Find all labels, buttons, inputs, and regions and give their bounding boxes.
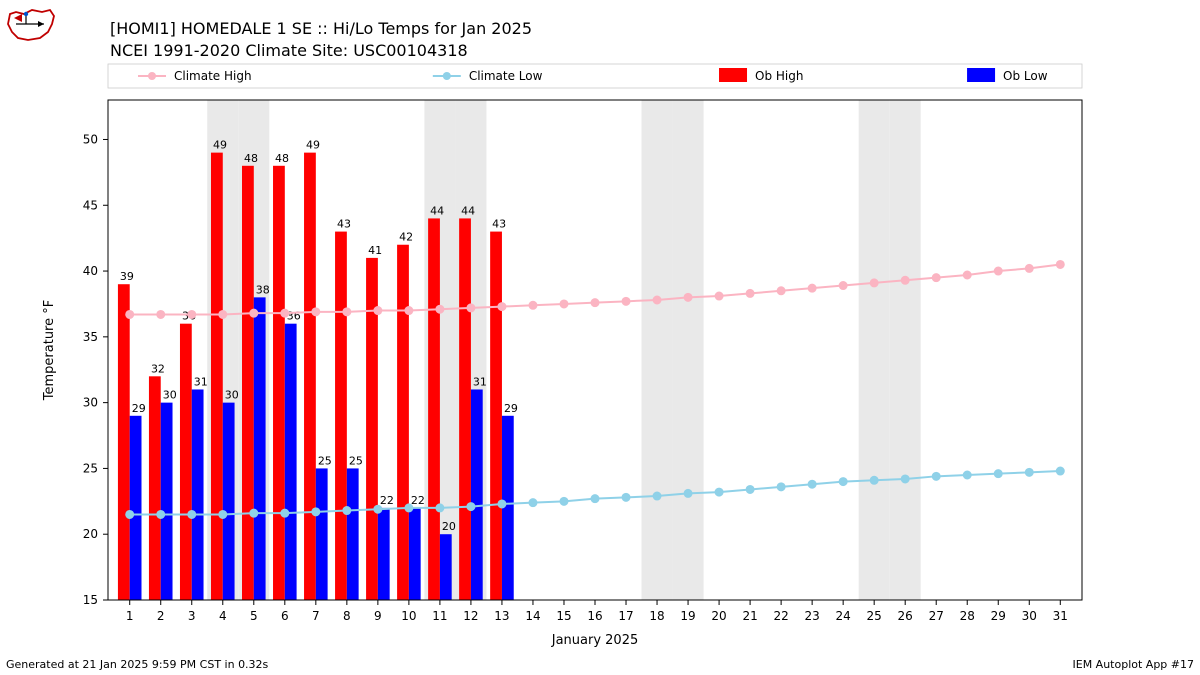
svg-text:10: 10	[401, 609, 416, 623]
svg-text:Ob Low: Ob Low	[1003, 69, 1048, 83]
svg-text:[HOMI1] HOMEDALE 1 SE :: Hi/Lo: [HOMI1] HOMEDALE 1 SE :: Hi/Lo Temps for…	[110, 19, 532, 38]
svg-text:25: 25	[318, 454, 332, 467]
svg-text:31: 31	[194, 375, 208, 388]
svg-text:41: 41	[368, 244, 382, 257]
svg-text:25: 25	[83, 461, 98, 475]
svg-text:40: 40	[83, 264, 98, 278]
svg-text:20: 20	[83, 527, 98, 541]
svg-text:31: 31	[473, 375, 487, 388]
svg-text:Climate Low: Climate Low	[469, 69, 543, 83]
svg-text:17: 17	[618, 609, 633, 623]
svg-text:15: 15	[556, 609, 571, 623]
svg-text:20: 20	[711, 609, 726, 623]
svg-text:43: 43	[337, 218, 351, 231]
svg-text:9: 9	[374, 609, 382, 623]
svg-text:3: 3	[188, 609, 196, 623]
svg-text:Climate High: Climate High	[174, 69, 252, 83]
svg-text:1: 1	[126, 609, 134, 623]
svg-text:29: 29	[504, 402, 518, 415]
svg-text:18: 18	[649, 609, 664, 623]
svg-text:22: 22	[411, 494, 425, 507]
footer-app: IEM Autoplot App #17	[1073, 658, 1195, 671]
svg-text:6: 6	[281, 609, 289, 623]
svg-text:5: 5	[250, 609, 258, 623]
svg-text:29: 29	[132, 402, 146, 415]
svg-text:7: 7	[312, 609, 320, 623]
temperature-chart: [HOMI1] HOMEDALE 1 SE :: Hi/Lo Temps for…	[0, 0, 1200, 675]
svg-text:12: 12	[463, 609, 478, 623]
svg-text:4: 4	[219, 609, 227, 623]
svg-text:30: 30	[163, 389, 177, 402]
svg-text:Temperature °F: Temperature °F	[42, 300, 57, 401]
svg-text:January 2025: January 2025	[551, 633, 639, 648]
svg-text:49: 49	[213, 139, 227, 152]
svg-text:25: 25	[349, 454, 363, 467]
svg-text:2: 2	[157, 609, 165, 623]
svg-text:38: 38	[256, 283, 270, 296]
svg-text:31: 31	[1053, 609, 1068, 623]
svg-text:8: 8	[343, 609, 351, 623]
svg-text:15: 15	[83, 593, 98, 607]
footer-generated: Generated at 21 Jan 2025 9:59 PM CST in …	[6, 658, 268, 671]
svg-text:27: 27	[929, 609, 944, 623]
svg-text:39: 39	[120, 270, 134, 283]
svg-text:44: 44	[461, 204, 475, 217]
svg-text:32: 32	[151, 362, 165, 375]
svg-text:Ob High: Ob High	[755, 69, 803, 83]
svg-text:49: 49	[306, 139, 320, 152]
svg-text:48: 48	[275, 152, 289, 165]
svg-text:24: 24	[836, 609, 851, 623]
svg-text:14: 14	[525, 609, 540, 623]
svg-text:19: 19	[680, 609, 695, 623]
svg-text:20: 20	[442, 520, 456, 533]
svg-text:44: 44	[430, 204, 444, 217]
svg-text:16: 16	[587, 609, 602, 623]
svg-text:30: 30	[83, 396, 98, 410]
svg-text:28: 28	[960, 609, 975, 623]
svg-text:29: 29	[991, 609, 1006, 623]
svg-text:50: 50	[83, 132, 98, 146]
svg-text:42: 42	[399, 231, 413, 244]
svg-text:22: 22	[380, 494, 394, 507]
svg-text:48: 48	[244, 152, 258, 165]
svg-text:22: 22	[773, 609, 788, 623]
svg-text:43: 43	[492, 218, 506, 231]
svg-text:26: 26	[898, 609, 913, 623]
svg-text:13: 13	[494, 609, 509, 623]
svg-text:25: 25	[867, 609, 882, 623]
svg-text:30: 30	[225, 389, 239, 402]
svg-text:21: 21	[742, 609, 757, 623]
svg-text:11: 11	[432, 609, 447, 623]
svg-text:23: 23	[804, 609, 819, 623]
svg-text:45: 45	[83, 198, 98, 212]
svg-text:NCEI 1991-2020 Climate Site: U: NCEI 1991-2020 Climate Site: USC00104318	[110, 41, 468, 60]
svg-text:35: 35	[83, 330, 98, 344]
svg-text:30: 30	[1022, 609, 1037, 623]
